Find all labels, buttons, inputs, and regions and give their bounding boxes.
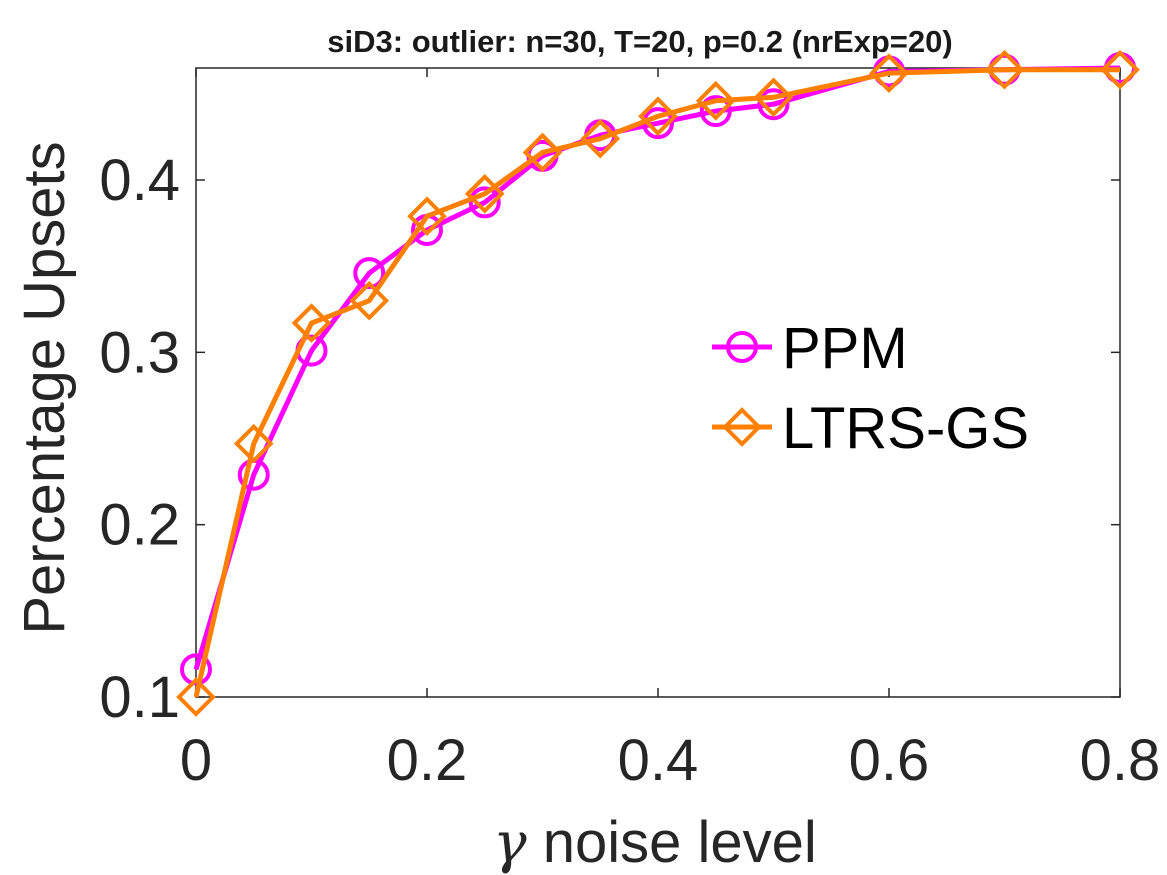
data-point <box>638 96 678 137</box>
data-point <box>757 88 790 121</box>
data-point <box>468 186 501 219</box>
plot-box <box>195 67 1121 698</box>
x-tick-label: 0.2 <box>387 728 468 793</box>
series-ltrs-gs <box>176 49 1140 717</box>
series-line <box>193 65 1121 671</box>
plot-area: 0.1 0.2 0.3 0.4 0 0.2 0.4 0.6 0.8 <box>99 49 1160 793</box>
legend-item-ltrs-gs: LTRS-GS <box>712 396 1029 461</box>
x-tick-label: 0.6 <box>849 728 930 793</box>
x-axis-label: γ noise level <box>493 810 817 875</box>
data-point <box>869 53 909 93</box>
y-tick-label: 0.1 <box>99 665 180 730</box>
y-tick-label: 0.3 <box>99 320 180 385</box>
data-point <box>522 132 563 173</box>
legend-label: LTRS-GS <box>782 396 1029 461</box>
series-layer <box>176 49 1140 717</box>
data-point <box>291 303 332 343</box>
data-point <box>984 49 1025 90</box>
x-axis-ticks: 0 0.2 0.4 0.6 0.8 <box>180 68 1160 793</box>
data-point <box>180 653 212 686</box>
data-point <box>695 80 736 121</box>
x-axis-label-text: noise level <box>527 810 817 875</box>
legend-item-ppm: PPM <box>712 316 908 381</box>
data-point <box>176 677 216 717</box>
chart-title: siD3: outlier: n=30, T=20, p=0.2 (nrExp=… <box>327 24 952 59</box>
y-axis-label: Percentage Upsets <box>12 141 77 634</box>
data-point <box>1100 49 1140 90</box>
y-axis-ticks: 0.1 0.2 0.3 0.4 <box>99 148 1120 730</box>
data-point <box>353 257 386 290</box>
data-point <box>407 196 447 237</box>
x-tick-label: 0.8 <box>1080 728 1161 793</box>
data-point <box>753 77 794 118</box>
legend-marker <box>722 407 762 447</box>
legend-label: PPM <box>782 316 908 381</box>
legend-marker <box>726 331 758 363</box>
data-point <box>349 280 390 321</box>
x-tick-label: 0 <box>180 728 212 793</box>
data-point <box>233 423 274 464</box>
series-ppm <box>180 52 1136 686</box>
data-point <box>580 118 621 159</box>
x-tick-label: 0.4 <box>618 728 699 793</box>
series-line <box>193 67 1120 698</box>
data-point <box>464 173 505 214</box>
gamma-symbol: γ <box>493 811 527 875</box>
y-tick-label: 0.4 <box>99 148 180 213</box>
data-point <box>699 95 732 128</box>
legend: PPM LTRS-GS <box>712 316 1029 461</box>
y-tick-label: 0.2 <box>99 493 180 558</box>
